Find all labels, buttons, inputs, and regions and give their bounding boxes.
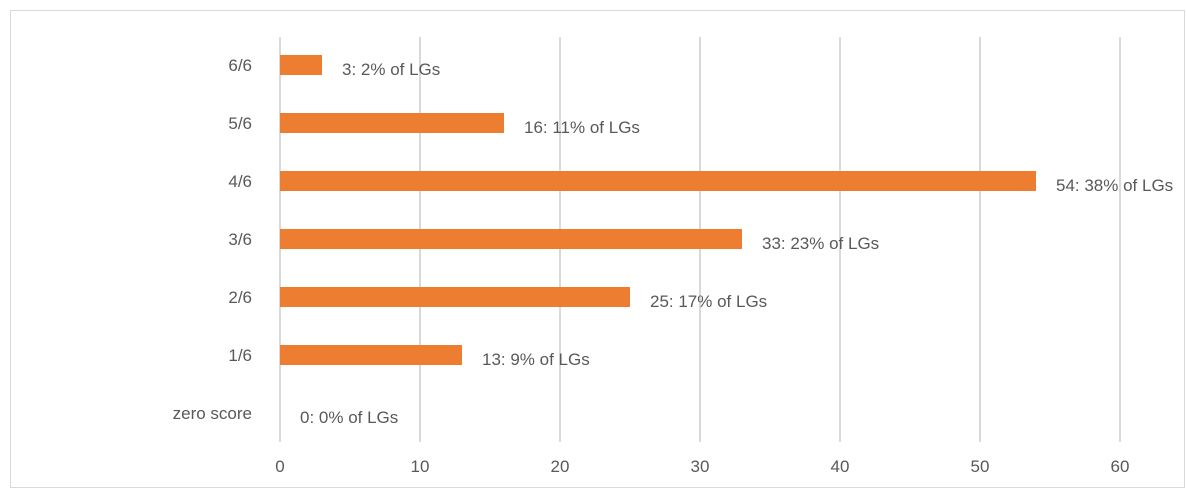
y-category-label: 2/6 xyxy=(228,288,252,307)
y-category-label: 5/6 xyxy=(228,114,252,133)
bar xyxy=(280,55,322,75)
bar xyxy=(280,113,504,133)
bar-data-label: 25: 17% of LGs xyxy=(650,292,767,311)
bar xyxy=(280,287,630,307)
x-tick-label-5: 50 xyxy=(971,457,990,476)
x-tick-label-0: 0 xyxy=(275,457,284,476)
y-category-label: 3/6 xyxy=(228,230,252,249)
y-category-label: 1/6 xyxy=(228,346,252,365)
x-tick-label-4: 40 xyxy=(831,457,850,476)
bar xyxy=(280,345,462,365)
bar-data-label: 33: 23% of LGs xyxy=(762,234,879,253)
x-tick-label-2: 20 xyxy=(551,457,570,476)
bar-data-label: 54: 38% of LGs xyxy=(1056,176,1173,195)
y-category-label: 4/6 xyxy=(228,172,252,191)
bar-data-label: 0: 0% of LGs xyxy=(300,408,398,427)
x-tick-label-6: 60 xyxy=(1111,457,1130,476)
bar-data-label: 16: 11% of LGs xyxy=(524,118,640,137)
y-category-label: 6/6 xyxy=(228,56,252,75)
x-tick-label-3: 30 xyxy=(691,457,710,476)
bar xyxy=(280,229,742,249)
x-tick-label-1: 10 xyxy=(411,457,430,476)
y-category-label: zero score xyxy=(173,404,252,423)
bar xyxy=(280,171,1036,191)
bar-data-label: 13: 9% of LGs xyxy=(482,350,590,369)
bar-data-label: 3: 2% of LGs xyxy=(342,60,440,79)
